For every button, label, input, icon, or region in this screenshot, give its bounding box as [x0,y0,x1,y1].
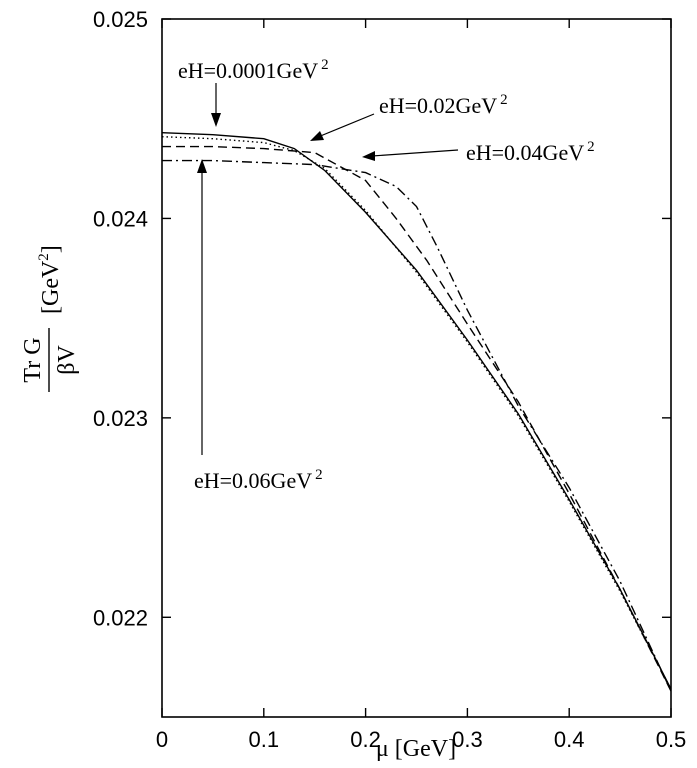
x-tick-label: 0.5 [656,727,687,752]
x-tick-label: 0.2 [350,727,381,752]
y-tick-label: 0.023 [93,406,148,431]
x-axis-ticks: 0 0.1 0.2 0.3 0.4 0.5 [156,19,686,752]
y-tick-label: 0.025 [93,7,148,32]
x-tick-label: 0.3 [452,727,483,752]
arrow-head-eh-006 [197,159,207,173]
y-tick-label: 0.024 [93,206,148,231]
arrow-head-eh-002 [310,131,324,141]
y-tick-label: 0.022 [93,605,148,630]
series-line-solid [161,132,672,690]
annotation-eh-004: eH=0.04GeV 2 [466,139,595,165]
x-axis-label: μ [GeV] [376,736,456,762]
series-line-dotted [161,136,672,690]
y-axis-ticks: 0.022 0.023 0.024 0.025 [93,7,671,630]
y-label-unit: [GeV2] [36,245,64,314]
plot-frame [161,18,672,718]
x-tick-label: 0.4 [554,727,585,752]
arrow-eh-004 [371,149,459,157]
x-tick-label: 0.1 [249,727,280,752]
x-tick-label: 0 [156,727,168,752]
series-line-dashed [162,145,672,692]
series-line-dashdot [162,159,672,692]
arrow-eh-002 [317,113,375,138]
y-axis-label: Tr G βV [GeV2] [20,245,80,392]
annotation-eh-0001: eH=0.0001GeV 2 [178,57,329,83]
annotation-arrows [197,83,459,455]
arrow-head-eh-0001 [211,113,221,127]
series-group [161,132,672,692]
annotation-eh-006: eH=0.06GeV 2 [194,467,323,493]
annotation-eh-002: eH=0.02GeV 2 [379,92,508,118]
y-label-denominator: βV [54,345,80,375]
y-label-numerator: Tr G [20,337,46,382]
arrow-head-eh-004 [362,151,375,161]
